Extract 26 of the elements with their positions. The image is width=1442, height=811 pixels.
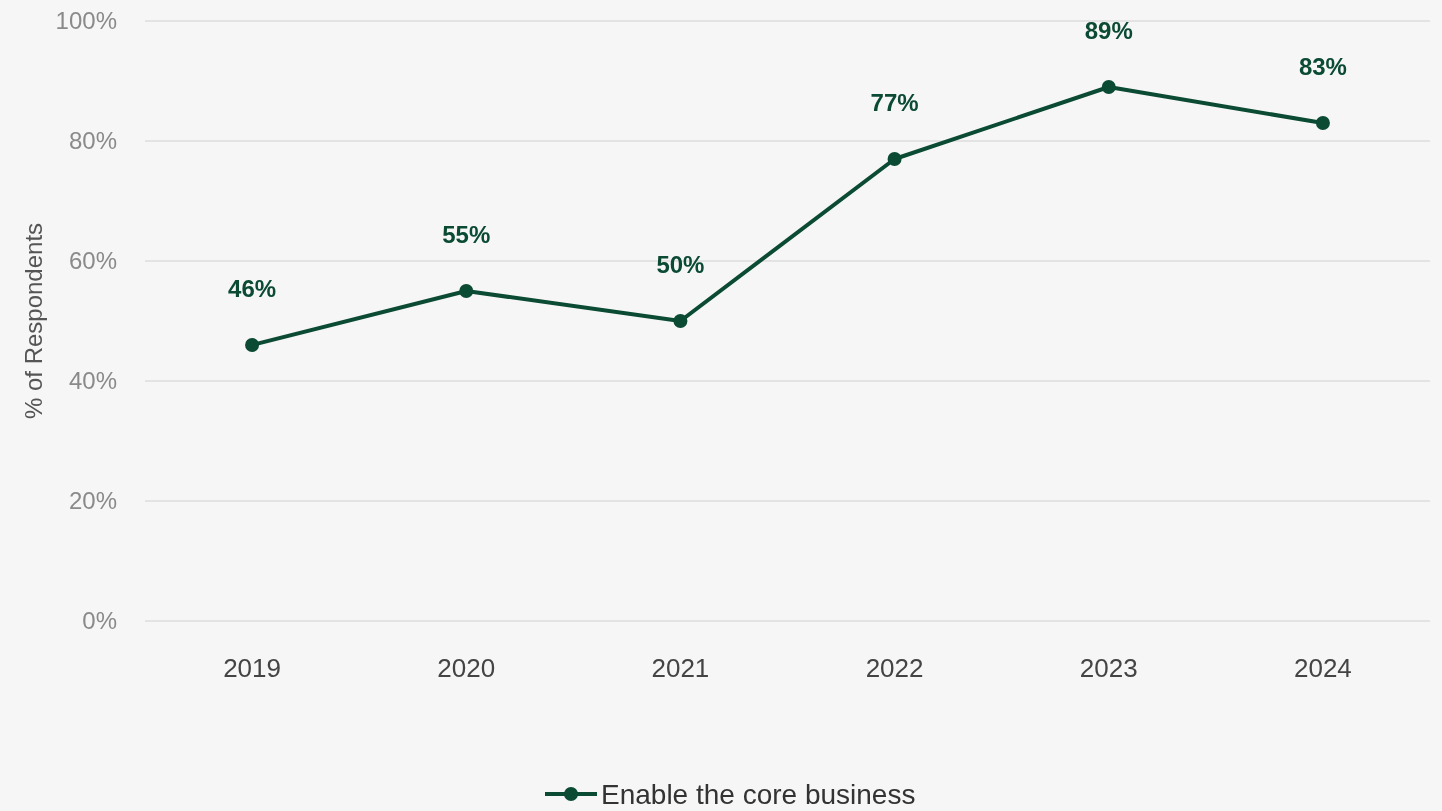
point <box>673 314 688 328</box>
legend-label: Enable the core business <box>601 778 916 810</box>
data-label: 46% <box>228 275 277 302</box>
x-tick-label: 2023 <box>1079 653 1138 684</box>
point <box>1315 116 1330 130</box>
data-label: 50% <box>656 251 705 278</box>
y-tick-label: 0% <box>82 607 117 635</box>
x-tick-label: 2024 <box>1293 653 1352 684</box>
y-tick-label: 40% <box>68 367 117 395</box>
data-label: 55% <box>442 221 491 248</box>
point <box>887 152 902 166</box>
x-tick-label: 2021 <box>651 653 710 684</box>
point <box>1101 80 1116 94</box>
y-tick-label: 60% <box>68 247 117 275</box>
data-label: 89% <box>1084 17 1133 44</box>
y-tick-label: 80% <box>68 127 117 155</box>
x-tick-label: 2019 <box>223 653 282 684</box>
data-label: 77% <box>870 89 919 116</box>
x-tick-label: 2022 <box>865 653 924 684</box>
data-label: 83% <box>1298 53 1347 80</box>
y-tick-label: 100% <box>55 7 117 35</box>
y-axis-title: % of Respondents <box>20 222 47 420</box>
x-tick-label: 2020 <box>437 653 496 684</box>
point <box>245 338 260 352</box>
y-tick-label: 20% <box>68 487 117 515</box>
point <box>459 284 474 298</box>
